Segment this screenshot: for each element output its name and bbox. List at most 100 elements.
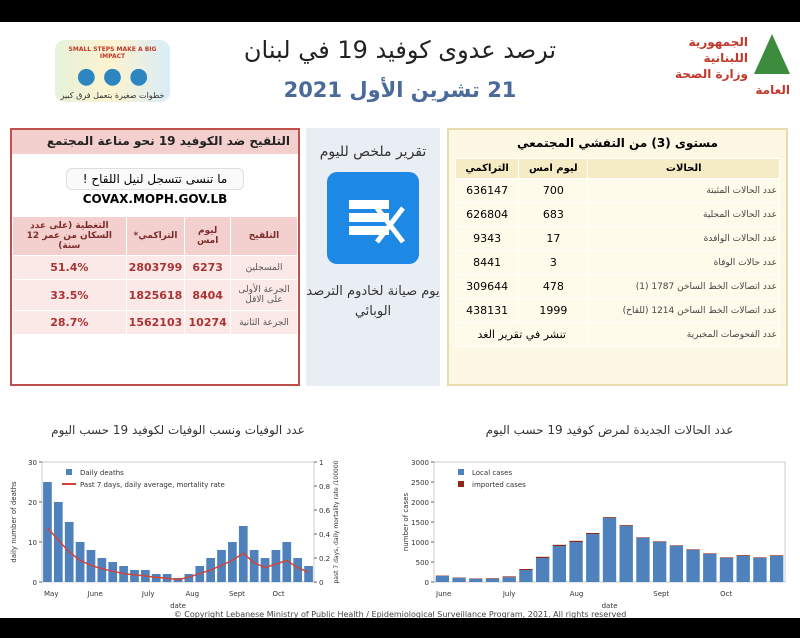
bar (282, 542, 292, 582)
cases-chart: عدد الحالات الجديدة لمرض كوفيد 19 حسب ال… (402, 423, 786, 610)
cell: 438131 (454, 298, 520, 323)
bar (271, 550, 281, 582)
bar (535, 556, 550, 558)
cell: 51.4% (12, 255, 127, 280)
x-tick-label: Sept (229, 590, 245, 598)
header-row: الحالات ليوم امس التراكمي (454, 158, 780, 179)
cell: عدد حالات الوفاة (587, 250, 780, 275)
bar (719, 557, 734, 558)
vaccination-panel: التلقيح ضد الكوفيد 19 نحو مناعة المجتمع … (10, 128, 300, 386)
bar (769, 556, 784, 582)
cell: 478 (518, 274, 589, 299)
table-row: عدد اتصالات الخط الساخن 1787 (1) 478 30964… (454, 274, 780, 299)
x-tick-label: May (44, 590, 58, 598)
y2-tick-label: 0.6 (319, 507, 331, 515)
bar (184, 574, 194, 582)
bar (602, 518, 617, 582)
bar (586, 534, 600, 582)
y-tick-label: 0 (33, 579, 37, 587)
x-tick-label: June (435, 590, 451, 598)
x-axis-label: date (170, 602, 186, 610)
bar (753, 557, 767, 558)
legend-label: Daily deaths (80, 469, 124, 477)
cell: تنشر في تقرير الغد (454, 322, 589, 347)
y-tick-label: 3000 (411, 459, 429, 467)
bar (535, 558, 550, 582)
x-tick-label: Aug (570, 590, 584, 598)
table-row: عدد الحالات الوافدة 17 9343 (454, 226, 780, 251)
bar (552, 546, 567, 582)
legend-label: Past 7 days, daily average, mortality ra… (80, 481, 225, 489)
bar (686, 549, 700, 550)
legend-swatch (458, 481, 464, 487)
bar (669, 545, 684, 546)
y-axis-label: daily number of deaths (10, 481, 18, 563)
reminder: ما تنسى تتسجل لنيل اللقاح ! (66, 168, 244, 190)
url: COVAX.MOPH.GOV.LB (82, 192, 228, 206)
bar (43, 482, 52, 582)
footer: © Copyright Lebanese Ministry of Public … (173, 610, 627, 619)
cell: 6273 (184, 255, 232, 280)
line (46, 527, 309, 581)
y-tick-label: 2000 (411, 499, 429, 507)
campaign-icons: ● ● ● (76, 64, 149, 89)
bar (519, 570, 533, 582)
bar (260, 558, 270, 582)
y-tick-label: 500 (416, 559, 429, 567)
cell: الجرعة الأولى على الاقل (230, 279, 298, 311)
y2-tick-label: 0.2 (319, 555, 330, 563)
cell: 700 (518, 178, 589, 203)
bar (108, 562, 118, 582)
cell: عدد الحالات المحلية (587, 202, 780, 227)
summary-title: تقرير ملخص لليوم (319, 144, 427, 160)
x-tick-label: July (141, 590, 155, 598)
bar (602, 517, 617, 518)
x-tick-label: Oct (720, 590, 732, 598)
title: ترصد عدوى كوفيد 19 في لبنان (243, 36, 557, 64)
bar (703, 553, 717, 554)
y2-tick-label: 0.4 (319, 531, 331, 539)
bar (452, 578, 466, 582)
bar (736, 556, 750, 582)
x-tick-label: Oct (272, 590, 284, 598)
y2-axis-label: past 7 days, daily mortality rate /10000… (333, 460, 340, 583)
vaccination-table: التلقيح ليوم امس التراكمي* التغطية (على عدد… (12, 216, 298, 335)
cell: 1825618 (125, 279, 186, 311)
cell: 8404 (184, 279, 232, 311)
cell: عدد الفحوصات المخبرية (587, 322, 780, 347)
campaign-logo: SMALL STEPS MAKE A BIG IMPACT ● ● ● خطوا… (55, 40, 170, 102)
bar (586, 533, 600, 534)
cell: عدد الحالات الوافدة (587, 226, 780, 251)
bar (753, 558, 767, 582)
table-row: عدد حالات الوفاة 3 8441 (454, 250, 780, 275)
y-tick-label: 1000 (411, 539, 429, 547)
panel-title: مستوى (3) من التفشي المجتمعي (516, 136, 718, 150)
x-tick-label: July (502, 590, 516, 598)
bar (435, 576, 450, 582)
table-row: الجرعة الثانية 10274 1562103 28.7% (12, 310, 298, 335)
bar (552, 544, 567, 546)
bar (75, 542, 85, 582)
maintenance-icon (327, 172, 419, 264)
bar (719, 558, 734, 582)
cell: 3 (518, 250, 589, 275)
bar (619, 526, 633, 582)
bar (703, 554, 717, 582)
ministry-logo: الجمهورية اللبنانية وزارة الصحة العامة (640, 34, 790, 97)
cell: 9343 (454, 226, 520, 251)
bar (485, 578, 500, 582)
bar (769, 555, 784, 556)
y-tick-label: 30 (28, 459, 37, 467)
x-tick-label: June (87, 590, 103, 598)
x-axis-label: date (602, 602, 618, 610)
cell: 1999 (518, 298, 589, 323)
bar (228, 542, 237, 582)
chart-title: عدد الوفيات ونسب الوفيات لكوفيد 19 حسب ا… (51, 423, 305, 438)
panel-title: التلقيح ضد الكوفيد 19 نحو مناعة المجتمع (12, 130, 298, 154)
bar (97, 558, 107, 582)
bar (304, 566, 313, 582)
bar (736, 555, 750, 556)
bar (636, 537, 650, 538)
campaign-text: SMALL STEPS MAKE A BIG IMPACT (68, 46, 157, 60)
